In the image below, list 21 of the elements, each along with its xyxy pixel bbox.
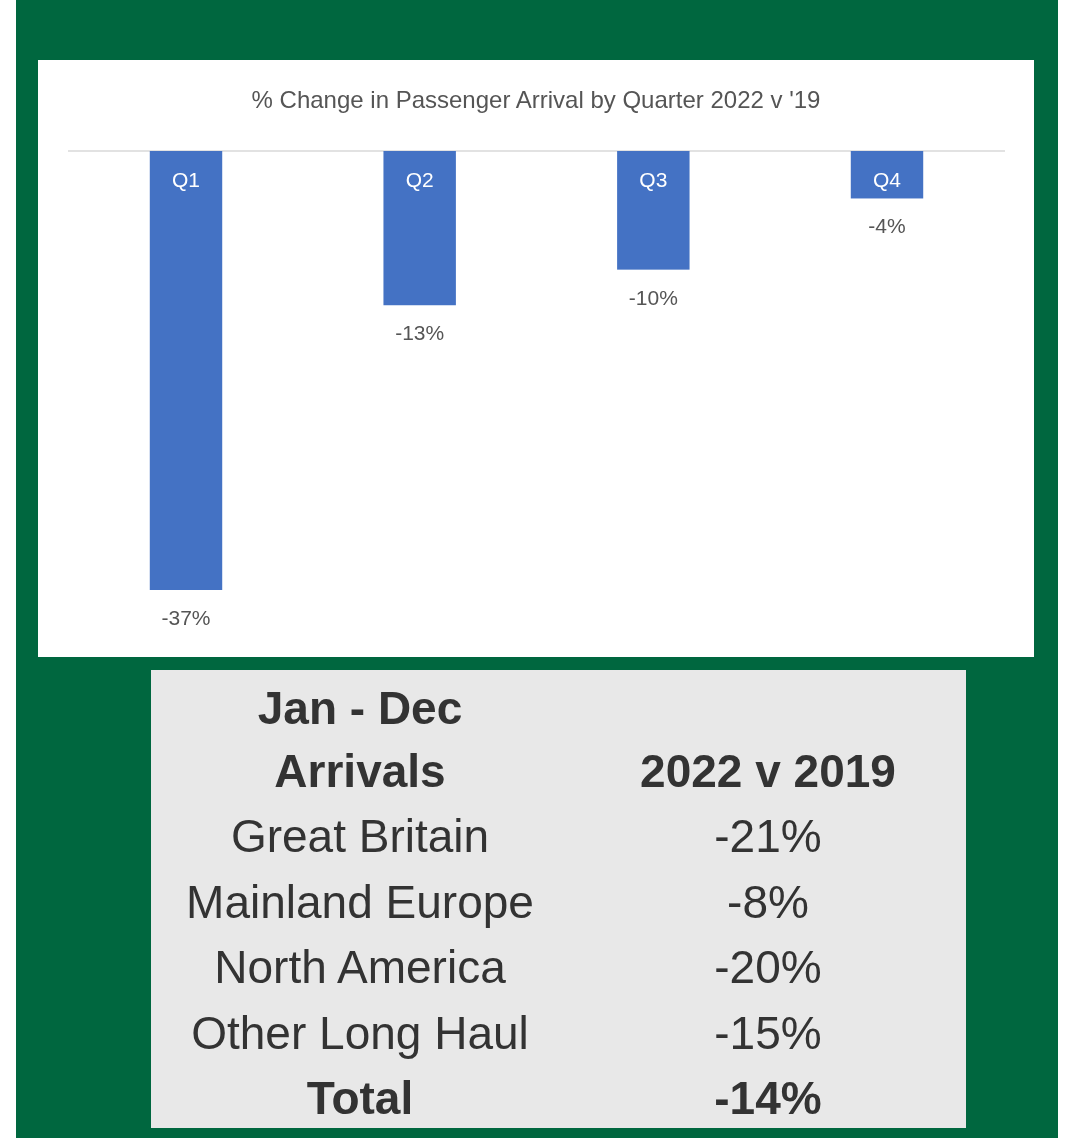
category-label: Other Long Haul: [191, 1006, 529, 1059]
text: -8%: [727, 875, 809, 928]
text: -20%: [714, 941, 822, 993]
text: -14%: [714, 1072, 822, 1124]
text: Jan - Dec Arrivals: [257, 682, 463, 797]
x-tick-label: Q2: [405, 168, 434, 191]
data-label: -37%: [161, 606, 211, 629]
chart-title: % Change in Passenger Arrival by Quarter 2022 v '19: [251, 86, 821, 113]
text: -21%: [714, 810, 822, 862]
data-label: -13%: [395, 321, 445, 345]
x-tick-label: Q4: [872, 168, 902, 191]
text: 2022 v 2019: [640, 745, 896, 797]
text: -15%: [714, 1006, 822, 1059]
category-label: North America: [214, 941, 507, 993]
x-tick-label: Q1: [171, 168, 201, 191]
category-label: Great Britain: [230, 810, 490, 862]
x-tick-label: Q3: [639, 168, 668, 191]
data-label: -4%: [868, 214, 906, 238]
category-label: Mainland Europe: [186, 875, 534, 928]
data-label: -10%: [628, 285, 678, 309]
category-label: Total: [306, 1072, 414, 1124]
